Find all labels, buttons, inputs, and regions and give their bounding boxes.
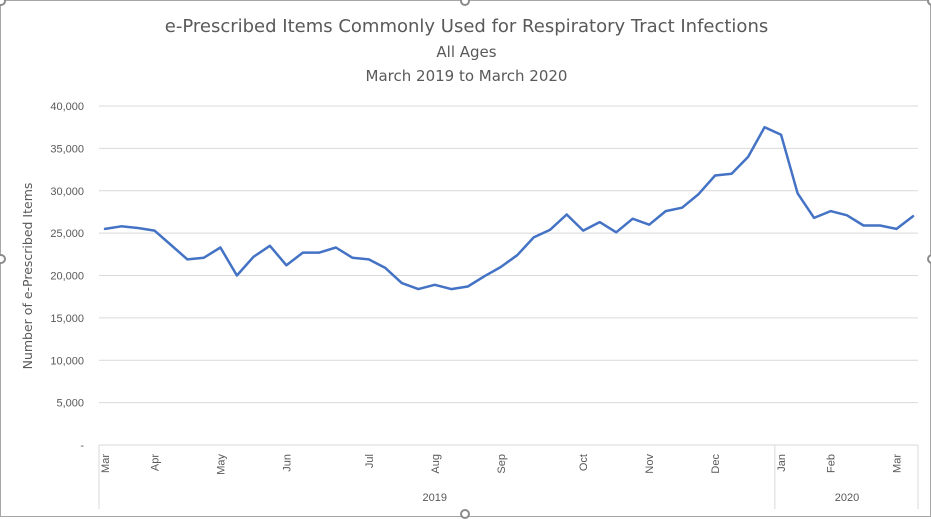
year-label: 2019 [423,492,447,504]
y-tick-label: 5,000 [56,398,84,410]
series-line [103,125,915,291]
x-tick-label: Nov [644,454,656,474]
y-tick-label: 15,000 [50,313,84,325]
x-tick-label: Jan [776,454,788,472]
resize-handle-bottom[interactable] [460,509,470,519]
resize-handle-right[interactable] [927,254,931,264]
x-tick-label: Jul [364,454,376,468]
year-label: 2020 [835,492,859,504]
y-tick-label: - [80,440,84,452]
resize-handle-top[interactable] [460,0,470,6]
x-tick-label: Mar [892,454,904,473]
y-tick-label: 35,000 [50,143,84,155]
x-tick-label: Oct [578,454,590,471]
y-tick-label: 25,000 [50,228,84,240]
x-tick-label: Apr [149,454,161,471]
resize-handle-top-right[interactable] [927,0,931,6]
x-tick-label: Aug [430,454,442,474]
y-tick-label: 40,000 [50,101,84,113]
x-tick-label: Jun [281,454,293,472]
x-tick-label: May [215,454,227,475]
resize-handle-top-left[interactable] [0,0,6,6]
x-tick-label: Sep [496,454,508,474]
y-tick-label: 30,000 [50,186,84,198]
chart-subtitle: All Ages [436,43,497,61]
x-tick-label: Mar [100,454,112,473]
y-tick-label: 10,000 [50,355,84,367]
x-tick-label: Feb [826,454,838,473]
y-tick-label: 20,000 [50,271,84,283]
chart-date-range: March 2019 to March 2020 [365,67,568,85]
x-tick-label: Dec [710,454,722,474]
chart-title: e-Prescribed Items Commonly Used for Res… [164,16,769,37]
resize-handle-left[interactable] [0,254,6,264]
y-axis-label: Number of e-Prescribed Items [20,183,35,370]
